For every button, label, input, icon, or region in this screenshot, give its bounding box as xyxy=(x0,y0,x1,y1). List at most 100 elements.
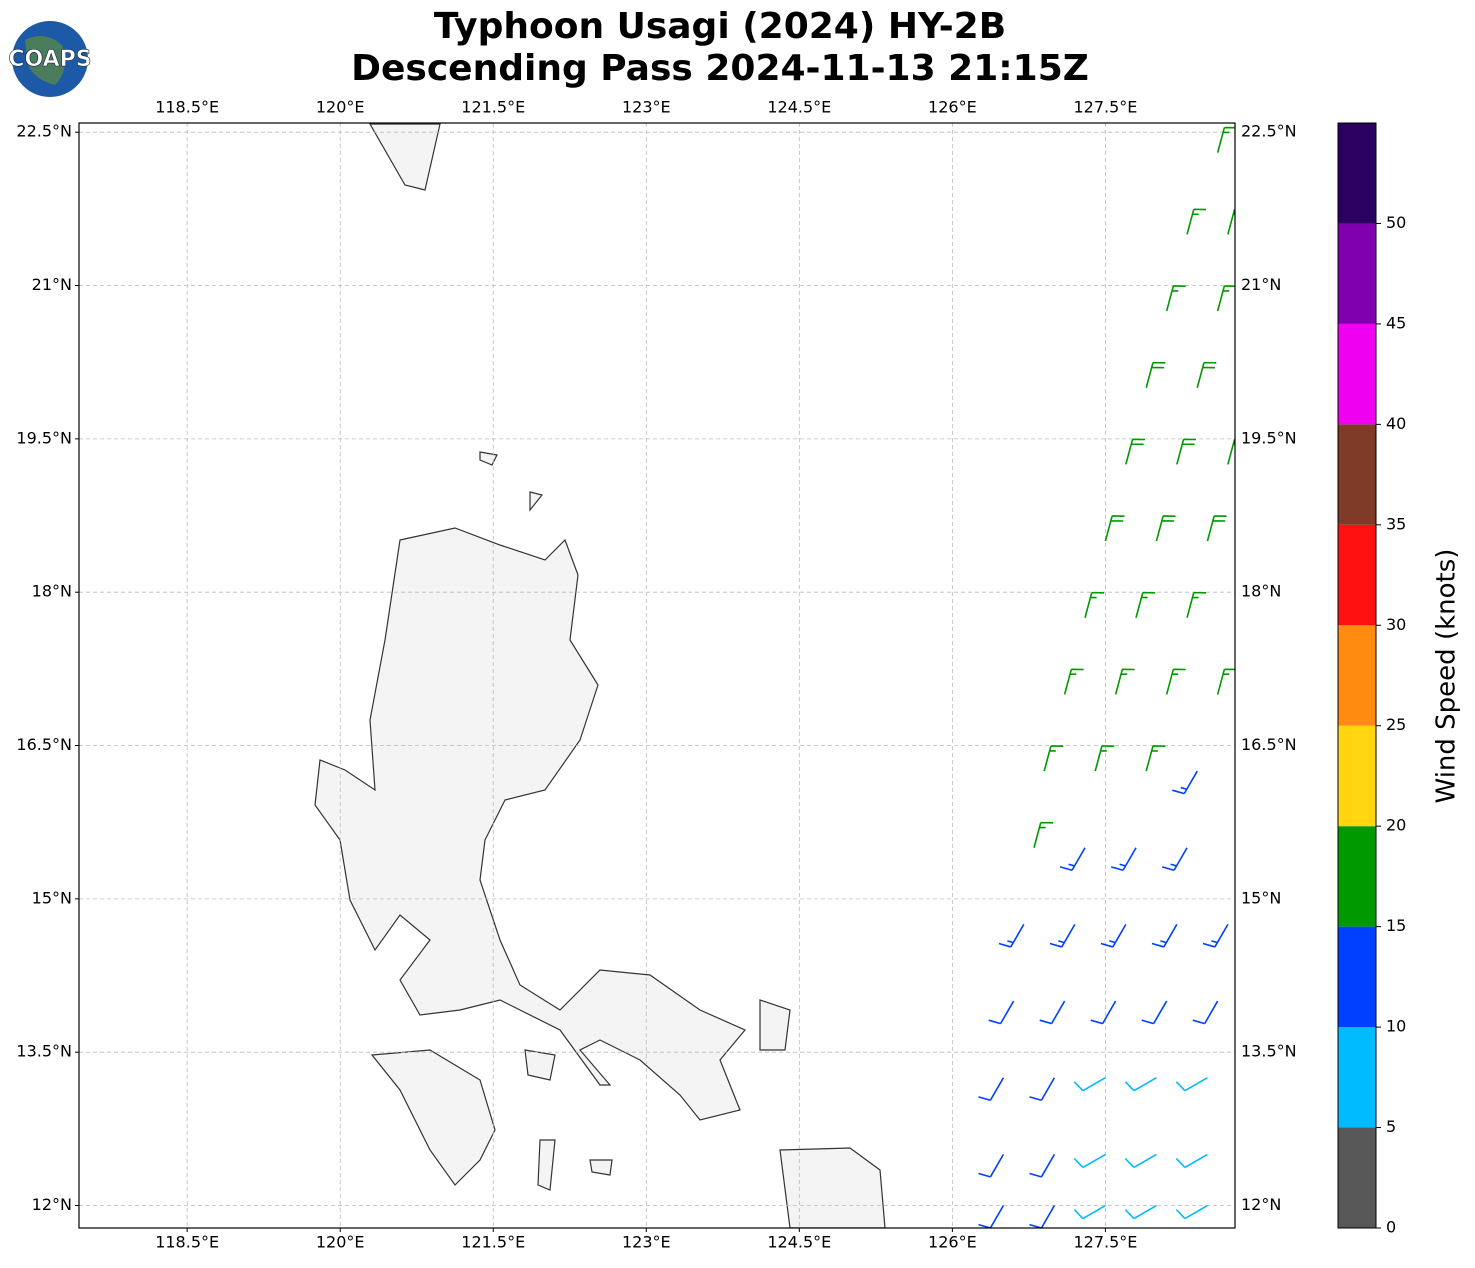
y-tick-label: 15°N xyxy=(1241,888,1281,907)
wind-barb xyxy=(1114,668,1135,695)
x-tick-label: 127.5°E xyxy=(1073,1233,1137,1252)
x-tick-label: 121.5°E xyxy=(461,1233,525,1252)
wind-barb xyxy=(1196,361,1217,388)
wind-barb xyxy=(1124,1153,1157,1169)
wind-barb xyxy=(1202,924,1229,948)
wind-barb xyxy=(1227,208,1235,235)
wind-barb xyxy=(1192,1000,1219,1025)
wind-barb xyxy=(1094,745,1115,772)
wind-barb xyxy=(1029,1154,1056,1178)
colorbar-segment xyxy=(1338,926,1376,1028)
plot-frame xyxy=(78,122,1236,1229)
wind-barb xyxy=(1216,285,1235,312)
wind-barb xyxy=(1155,515,1176,542)
wind-barb xyxy=(1165,285,1186,312)
wind-barb xyxy=(988,1000,1015,1025)
wind-barb xyxy=(1135,591,1156,618)
land xyxy=(589,1159,613,1176)
y-tick-label: 21°N xyxy=(32,275,72,294)
colorbar: 0 5 10 15 20 25 30 35 40 45 50 xyxy=(1337,122,1406,1237)
wind-barb xyxy=(1175,1204,1208,1220)
wind-barb xyxy=(1073,1204,1106,1220)
x-tick-label: 121.5°E xyxy=(461,98,525,117)
wind-barb xyxy=(978,1205,1005,1228)
y-tick-label: 16.5°N xyxy=(16,735,72,754)
x-tick-label: 123°E xyxy=(622,1233,671,1252)
wind-barb xyxy=(1186,591,1207,618)
colorbar-tick-label: 25 xyxy=(1386,715,1406,734)
y-tick-label: 22.5°N xyxy=(16,122,72,141)
y-tick-label: 19.5°N xyxy=(16,428,72,447)
y-tick-label: 19.5°N xyxy=(1241,428,1297,447)
colorbar-segment xyxy=(1338,223,1376,324)
wind-barb xyxy=(1175,1153,1208,1169)
y-tick-label: 12°N xyxy=(1241,1195,1281,1214)
colorbar-tick-label: 15 xyxy=(1386,916,1406,935)
wind-barb xyxy=(1063,668,1084,695)
colorbar-tick-label: 20 xyxy=(1386,816,1406,835)
land xyxy=(479,451,498,466)
wind-barb xyxy=(1145,745,1166,772)
land xyxy=(370,1049,496,1186)
colorbar-tick-label: 40 xyxy=(1386,414,1406,433)
wind-barb xyxy=(1216,126,1235,153)
colorbar-segment xyxy=(1338,1127,1376,1228)
title-line: Typhoon Usagi (2024) HY-2B xyxy=(434,6,1006,47)
colorbar-tick-label: 45 xyxy=(1386,313,1406,332)
colorbar-segment xyxy=(1338,524,1376,626)
colorbar-segment xyxy=(1338,323,1376,425)
wind-barb xyxy=(1165,668,1186,695)
y-tick-label: 15°N xyxy=(32,888,72,907)
wind-barb xyxy=(1216,668,1235,695)
y-tick-label: 22.5°N xyxy=(1241,122,1297,141)
wind-barb xyxy=(1186,208,1207,235)
y-tick-label: 13.5°N xyxy=(1241,1042,1297,1061)
x-tick-label: 126°E xyxy=(928,1233,977,1252)
wind-barb xyxy=(978,1154,1005,1178)
wind-barb xyxy=(1176,438,1196,465)
x-tick-label: 126°E xyxy=(928,98,977,117)
colorbar-tick-label: 5 xyxy=(1386,1117,1396,1136)
y-tick-label: 18°N xyxy=(1241,582,1281,601)
x-tick-label: 124.5°E xyxy=(767,98,831,117)
colorbar-segment xyxy=(1338,625,1376,726)
wind-barb xyxy=(1151,924,1178,948)
colorbar-tick-label: 10 xyxy=(1386,1017,1406,1036)
wind-barb xyxy=(1029,1077,1056,1102)
wind-barb xyxy=(1161,847,1188,872)
wind-barb xyxy=(1059,847,1086,872)
colorbar-tick-label: 50 xyxy=(1386,213,1406,232)
wind-barb xyxy=(1145,361,1166,388)
colorbar-tick-label: 30 xyxy=(1386,615,1406,634)
y-tick-label: 21°N xyxy=(1241,275,1281,294)
title-line: Descending Pass 2024-11-13 21:15Z xyxy=(351,48,1089,89)
y-tick-label: 13.5°N xyxy=(16,1042,72,1061)
logo-land xyxy=(25,36,65,85)
colorbar-segment xyxy=(1338,1027,1376,1128)
land xyxy=(524,1049,556,1081)
wind-barb xyxy=(1125,438,1145,465)
colorbar-segment xyxy=(1338,424,1376,525)
y-tick-label: 18°N xyxy=(32,582,72,601)
colorbar-segment xyxy=(1338,725,1376,827)
wind-barb xyxy=(1049,924,1076,948)
wind-barb xyxy=(1090,1000,1117,1025)
x-tick-label: 124.5°E xyxy=(767,1233,831,1252)
y-tick-label: 16.5°N xyxy=(1241,735,1297,754)
wind-barb xyxy=(1175,1077,1208,1092)
land xyxy=(368,123,441,191)
land xyxy=(759,999,791,1051)
wind-barb xyxy=(1033,821,1054,848)
barb-layer xyxy=(978,126,1235,1228)
wind-barb xyxy=(978,1077,1005,1102)
colorbar-segment xyxy=(1338,123,1376,224)
wind-barb xyxy=(1206,515,1227,542)
land xyxy=(537,1139,556,1191)
x-tick-label: 120°E xyxy=(316,98,365,117)
wind-barb xyxy=(1141,1000,1168,1025)
wind-barb xyxy=(1124,1204,1157,1220)
wind-barb xyxy=(1110,847,1137,872)
wind-barb xyxy=(1073,1077,1106,1092)
wind-barb xyxy=(1172,770,1198,795)
